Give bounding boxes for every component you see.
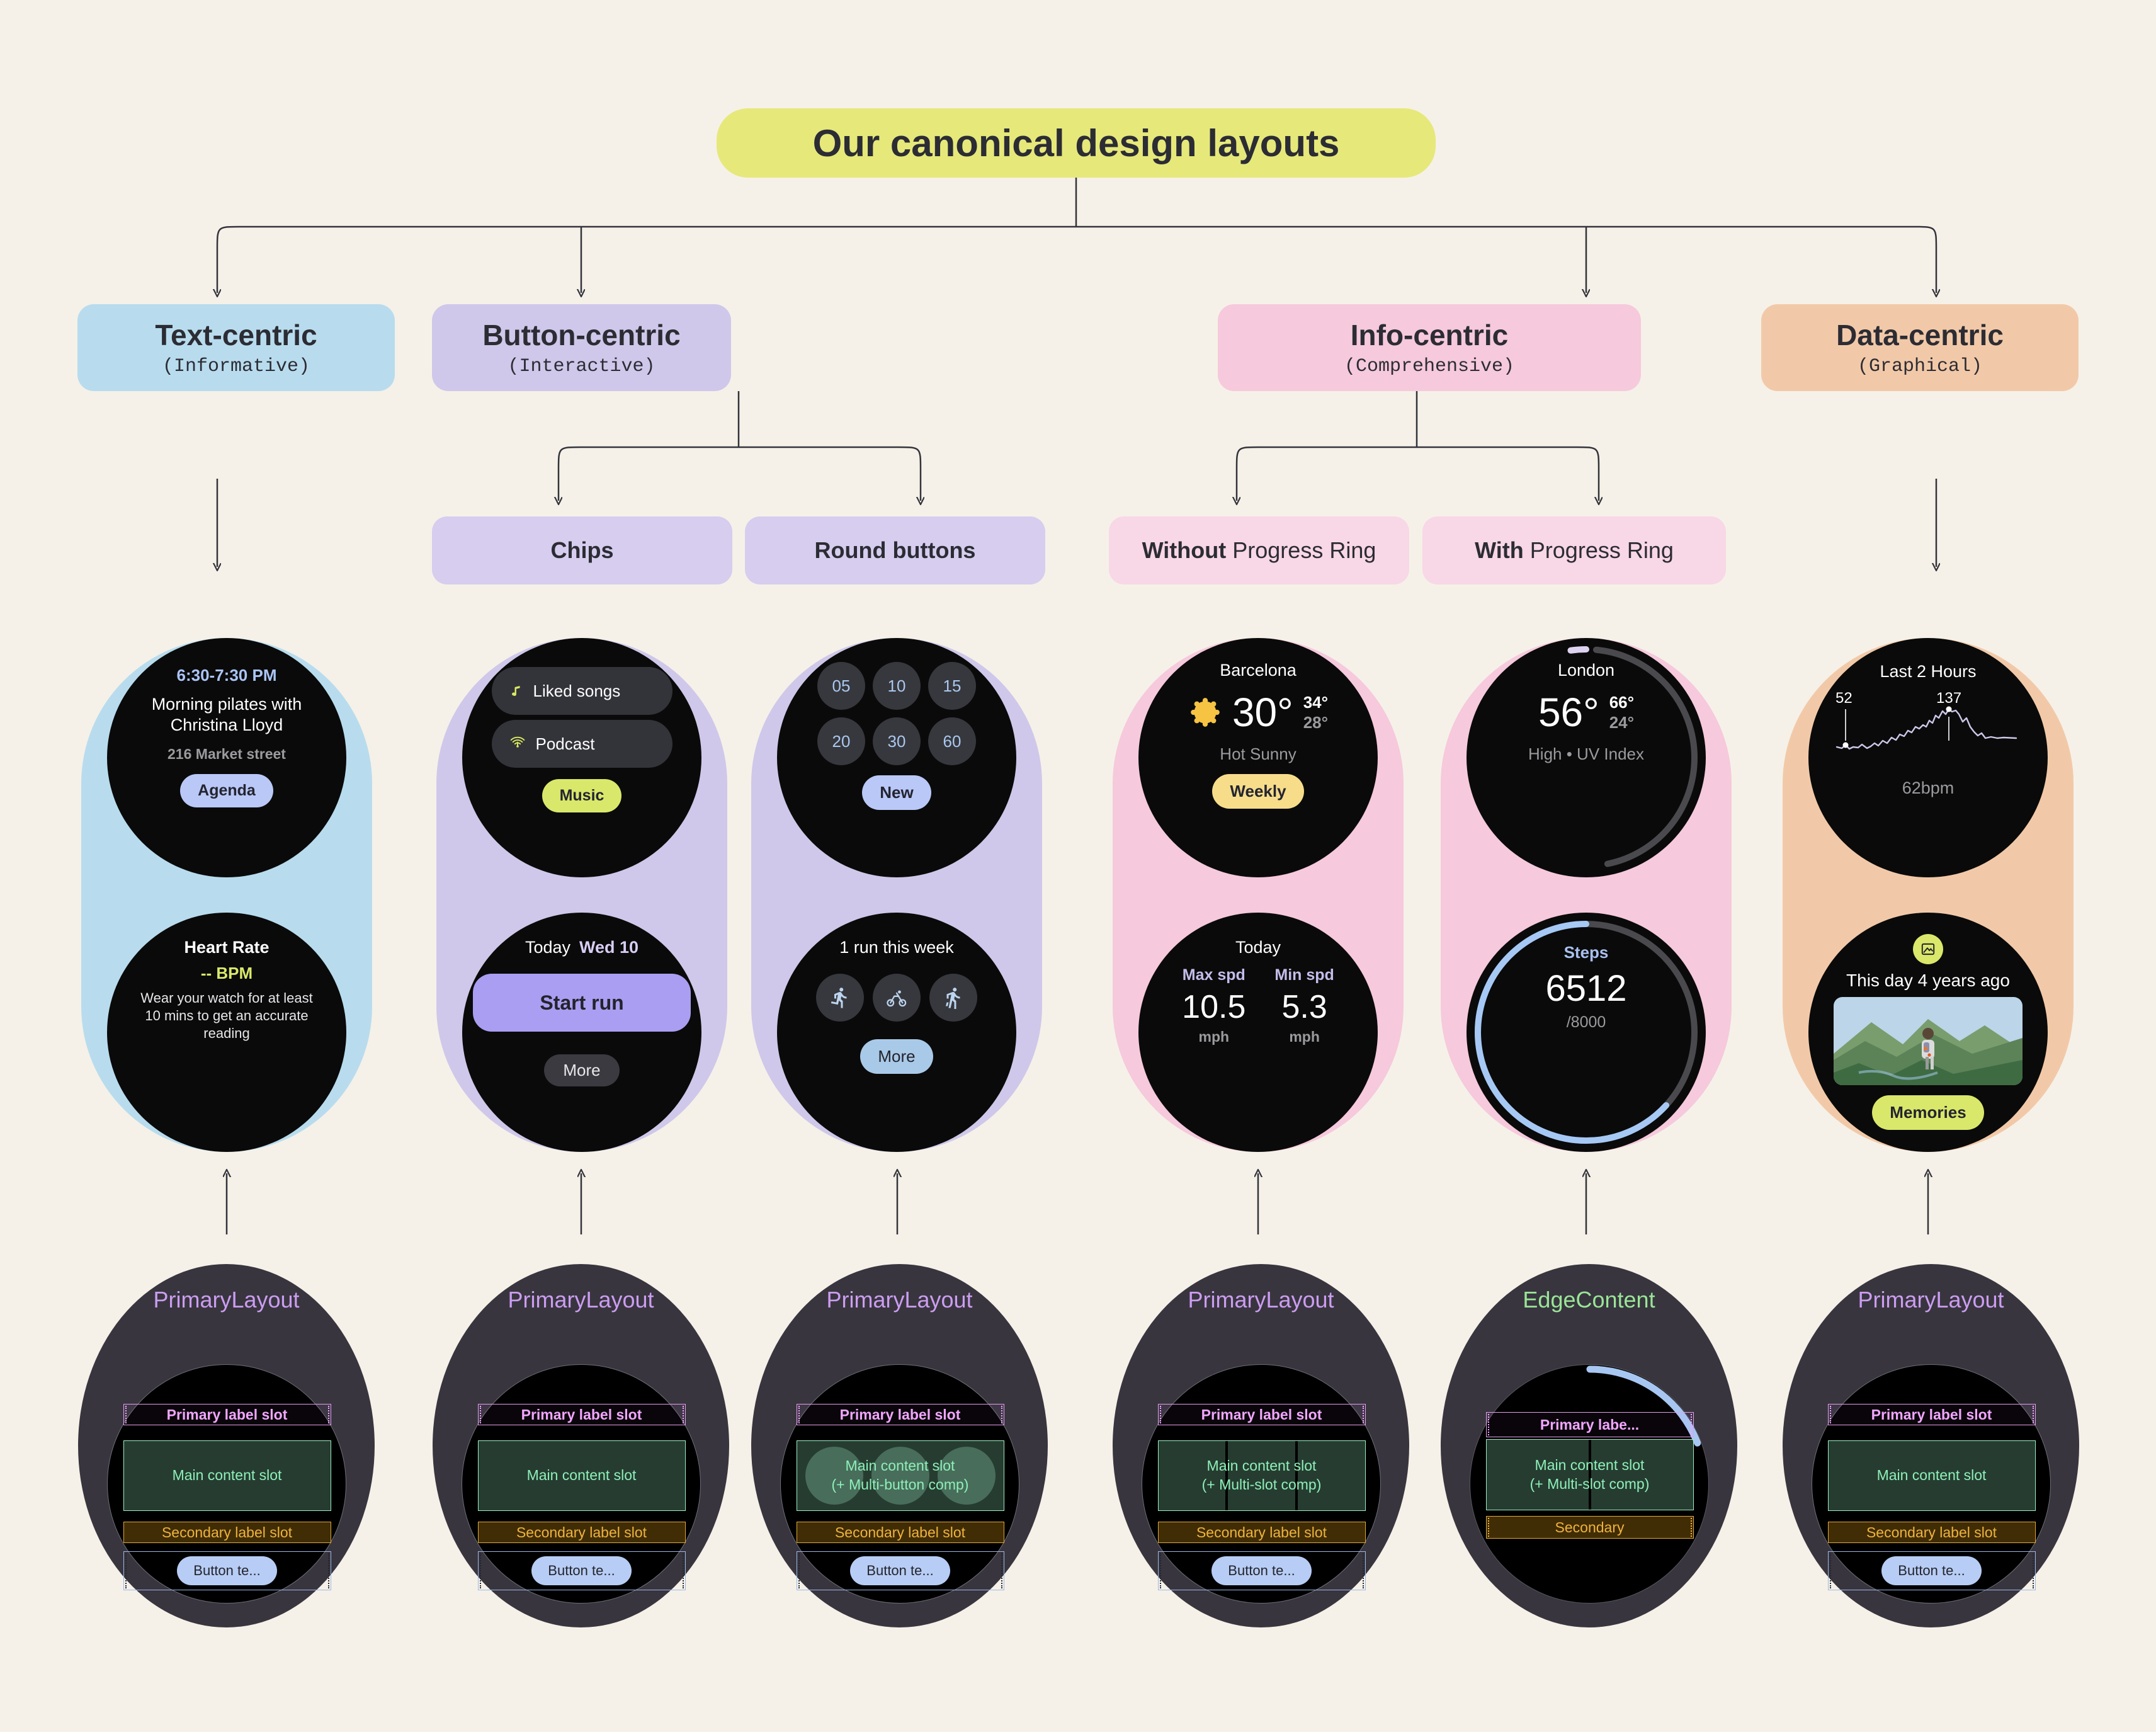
svg-text:137: 137 — [1936, 690, 1961, 707]
svg-text:52: 52 — [1835, 690, 1852, 707]
